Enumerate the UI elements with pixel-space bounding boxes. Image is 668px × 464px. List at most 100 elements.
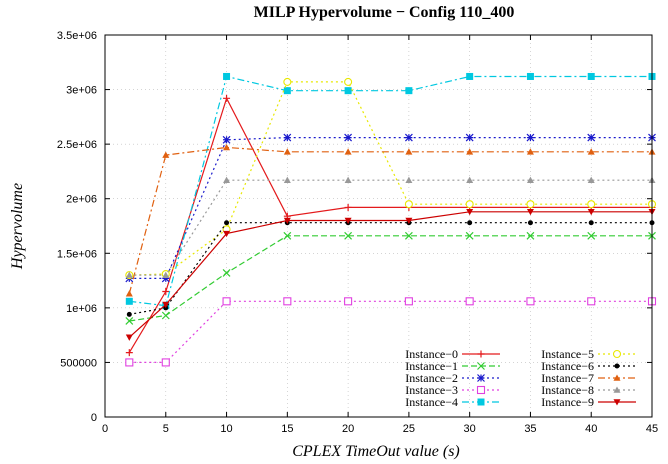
- x-tick-label: 20: [342, 423, 354, 435]
- data-point: [344, 87, 352, 95]
- legend-label: Instance−6: [541, 359, 594, 373]
- x-tick-label: 30: [464, 423, 476, 435]
- data-point: [223, 143, 231, 151]
- legend-label: Instance−7: [541, 371, 594, 385]
- series-1: [125, 231, 656, 325]
- data-point: [405, 87, 413, 95]
- data-point: [587, 231, 596, 240]
- data-point: [283, 297, 292, 306]
- y-tick-label: 0: [91, 412, 97, 424]
- data-point: [283, 77, 292, 86]
- data-point: [222, 135, 231, 144]
- data-point: [405, 176, 413, 183]
- series-0: [125, 94, 656, 357]
- data-point: [283, 133, 292, 142]
- data-point: [465, 200, 474, 209]
- legend-marker: [613, 386, 621, 393]
- data-point: [344, 231, 353, 240]
- legend-label: Instance−9: [541, 395, 594, 409]
- series-line: [129, 300, 652, 363]
- data-point: [125, 297, 133, 305]
- series-7: [125, 143, 656, 297]
- data-point: [587, 200, 596, 209]
- axes: 0 5 10 15 20 25 30 35 40 45 0 500000 1e+06 1.5e+06 2e+…: [57, 30, 658, 435]
- x-tick-label: 45: [646, 423, 658, 435]
- data-point: [467, 220, 473, 226]
- data-point: [465, 133, 474, 142]
- data-point: [404, 133, 413, 142]
- data-point: [526, 148, 534, 155]
- data-point: [404, 231, 413, 240]
- plot-frame: [104, 34, 653, 418]
- series-line: [129, 81, 652, 276]
- legend-label: Instance−1: [405, 359, 458, 373]
- y-tick-label: 2.5e+06: [57, 139, 97, 151]
- data-point: [222, 297, 231, 306]
- series-8: [125, 176, 656, 278]
- data-point: [526, 200, 535, 209]
- legend-label: Instance−4: [405, 395, 458, 409]
- legend-marker: [612, 349, 622, 359]
- y-axis-label: Hypervolume: [9, 183, 26, 270]
- data-point: [162, 287, 170, 295]
- series-line: [128, 96, 652, 353]
- series-layer: [125, 72, 657, 367]
- data-point: [125, 290, 133, 297]
- legend-marker: [477, 350, 485, 358]
- y-tick-label: 3.5e+06: [57, 30, 97, 42]
- data-point: [223, 72, 231, 80]
- series-3: [125, 297, 657, 367]
- data-point: [161, 274, 170, 283]
- y-tick-label: 1.5e+06: [57, 248, 97, 260]
- legend-marker: [614, 363, 620, 369]
- series-line: [129, 75, 652, 307]
- data-point: [587, 72, 595, 80]
- y-tick-label: 1e+06: [66, 303, 97, 315]
- data-point: [465, 297, 474, 306]
- legend-marker: [476, 385, 486, 395]
- data-point: [344, 297, 353, 306]
- data-point: [344, 148, 352, 155]
- data-point: [223, 176, 231, 183]
- data-point: [466, 148, 474, 155]
- x-tick-label: 35: [524, 423, 536, 435]
- data-point: [161, 311, 170, 320]
- data-point: [125, 317, 134, 325]
- data-point: [283, 231, 292, 240]
- series-line: [128, 211, 652, 338]
- x-tick-label: 15: [281, 423, 293, 435]
- data-point: [526, 231, 535, 240]
- x-tick-label: 40: [585, 423, 597, 435]
- data-point: [283, 217, 291, 225]
- data-point: [126, 311, 132, 317]
- data-point: [125, 334, 133, 341]
- legend-marker: [477, 398, 485, 406]
- data-point: [466, 72, 474, 80]
- series-9: [125, 209, 656, 341]
- data-point: [344, 203, 352, 211]
- data-point: [162, 301, 170, 309]
- data-point: [587, 148, 595, 155]
- data-point: [405, 148, 413, 155]
- data-point: [404, 200, 413, 209]
- series-line: [129, 235, 652, 322]
- legend-label: Instance−2: [405, 371, 458, 385]
- y-tick-label: 2e+06: [66, 194, 97, 206]
- data-point: [466, 176, 474, 183]
- data-point: [587, 133, 596, 142]
- data-point: [161, 358, 170, 367]
- data-point: [283, 148, 291, 155]
- data-point: [224, 220, 230, 226]
- data-point: [404, 297, 413, 306]
- data-point: [587, 209, 595, 216]
- data-point: [283, 176, 291, 183]
- legend-label: Instance−8: [541, 383, 594, 397]
- series-6: [126, 220, 655, 317]
- legend-label: Instance−5: [541, 347, 594, 361]
- data-point: [526, 133, 535, 142]
- legend-label: Instance−3: [405, 383, 458, 397]
- chart-title: MILP Hypervolume − Config 110_400: [254, 4, 515, 21]
- data-point: [465, 231, 474, 240]
- y-tick-label: 3e+06: [66, 85, 97, 97]
